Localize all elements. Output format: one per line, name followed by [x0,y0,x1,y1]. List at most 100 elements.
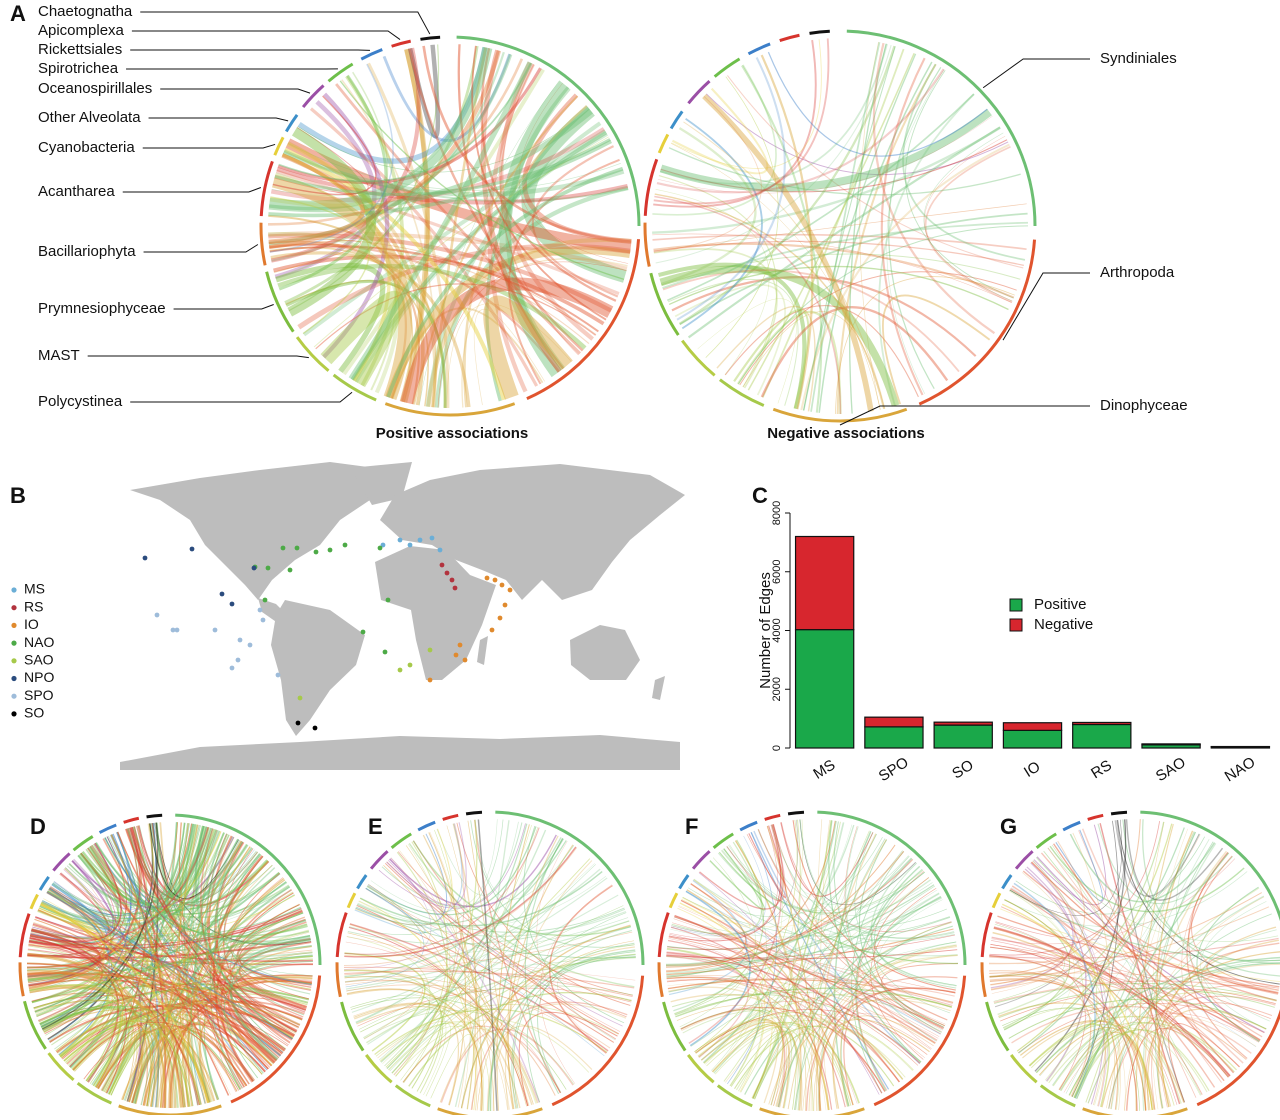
chord [728,845,932,916]
station [261,618,266,623]
station [288,568,293,573]
station [386,598,391,603]
station [258,608,263,613]
ring-segment [1037,834,1057,848]
leader-line [132,31,400,40]
y-tick-label: 0 [771,745,783,751]
ring-segment [1016,851,1033,868]
legend-label: MS [24,581,45,597]
station [450,578,455,583]
y-tick-label: 8000 [771,501,783,525]
ring-segment [100,825,117,833]
ring-segment [261,223,265,266]
ring-segment [982,913,991,957]
station [190,547,195,552]
bar-segment [1003,723,1061,731]
station [383,650,388,655]
legend-dot [11,694,16,699]
ring-segment [1083,1109,1188,1115]
ring-segment [982,962,985,996]
bar-segment [796,630,854,748]
station [281,546,286,551]
ring-segment [357,875,366,888]
ring-segment [20,962,23,996]
ring-segment [337,913,346,957]
legend-label: SO [24,705,44,721]
taxon-label: Cyanobacteria [38,139,135,156]
ring-segment [788,812,804,814]
chord [855,832,957,985]
ring-segment [371,851,388,868]
station [498,616,503,621]
ring-segment [765,815,780,819]
taxon-label: Bacillariophyta [38,243,136,260]
ring-segment [443,815,458,819]
legend-dot [11,658,16,663]
chord [706,77,779,358]
ring-segment [1002,875,1011,888]
ring-segment [1111,812,1127,814]
ring-segment [420,37,440,39]
ring-segment [760,1109,865,1115]
station [418,538,423,543]
taxon-label: Acantharea [38,183,115,200]
station [295,546,300,551]
ring-segment [670,893,677,908]
x-tick-label: MS [810,756,838,782]
caption: Positive associations [376,425,529,442]
continent [130,462,390,600]
station [213,628,218,633]
bar-segment [1073,725,1131,749]
ring-segment [809,31,829,33]
ring-segment [396,1086,430,1106]
ring-segment [659,962,662,996]
chord [990,980,1146,1111]
legend-label: SAO [24,652,54,668]
legend-label: Negative [1034,616,1093,633]
station [361,630,366,635]
station [490,628,495,633]
station [238,638,243,643]
station [463,658,468,663]
ring-segment [418,822,435,830]
ring-segment [780,35,800,40]
taxon-label: Arthropoda [1100,264,1175,281]
station [430,536,435,541]
ring-segment [987,1002,1009,1051]
legend-swatch [1010,599,1022,611]
panel-label: F [685,814,698,839]
station [236,658,241,663]
ring-segment [466,812,482,814]
station [428,648,433,653]
leader-line [174,305,274,309]
ring-segment [124,818,139,822]
continent [570,625,640,680]
legend-dot [11,605,16,610]
legend-label: Positive [1034,596,1087,613]
bar-segment [1142,744,1200,745]
station [298,696,303,701]
bar-segment [934,722,992,725]
ring-segment [361,50,382,60]
station [276,673,281,678]
ring-segment [748,44,770,54]
x-tick-label: RS [1088,757,1115,782]
legend-swatch [1010,619,1022,631]
taxon-label: Oceanospirillales [38,80,152,97]
ring-segment [348,893,355,908]
chord [671,39,821,168]
ring-segment [1088,815,1103,819]
ring-segment [337,962,340,996]
ring-segment [147,815,163,817]
leader-line [123,188,261,192]
station [500,583,505,588]
taxon-label: Dinophyceae [1100,397,1188,414]
ring-segment [659,134,668,152]
station [175,628,180,633]
station [440,563,445,568]
legend-label: NPO [24,669,54,685]
ring-segment [664,1002,686,1051]
station [266,566,271,571]
bar-segment [865,727,923,748]
station [252,566,257,571]
